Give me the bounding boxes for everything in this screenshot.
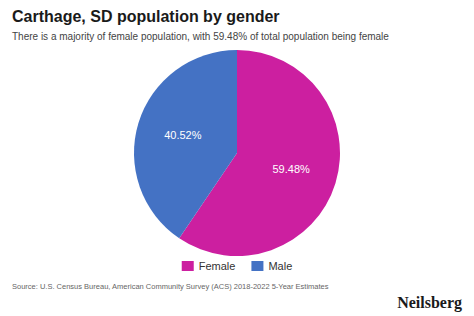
legend-swatch [182,261,194,271]
legend-label: Male [268,260,292,272]
legend-item: Male [251,260,292,272]
legend-swatch [251,261,263,271]
brand: Neilsberg [397,294,462,312]
title: Carthage, SD population by gender [12,8,280,25]
legend-item: Female [182,260,236,272]
data-labels: 59.48% 40.52% [164,129,310,174]
pie [134,50,340,256]
legend-label: Female [199,260,236,272]
subtitle: There is a majority of female population… [12,31,389,42]
data-label: 40.52% [164,129,202,141]
pie-slice [134,50,237,238]
data-label: 59.48% [272,163,310,175]
chart: Carthage, SD population by gender There i… [0,0,474,316]
legend: Female Male [182,260,293,272]
source: Source: U.S. Census Bureau, American Com… [12,282,329,291]
